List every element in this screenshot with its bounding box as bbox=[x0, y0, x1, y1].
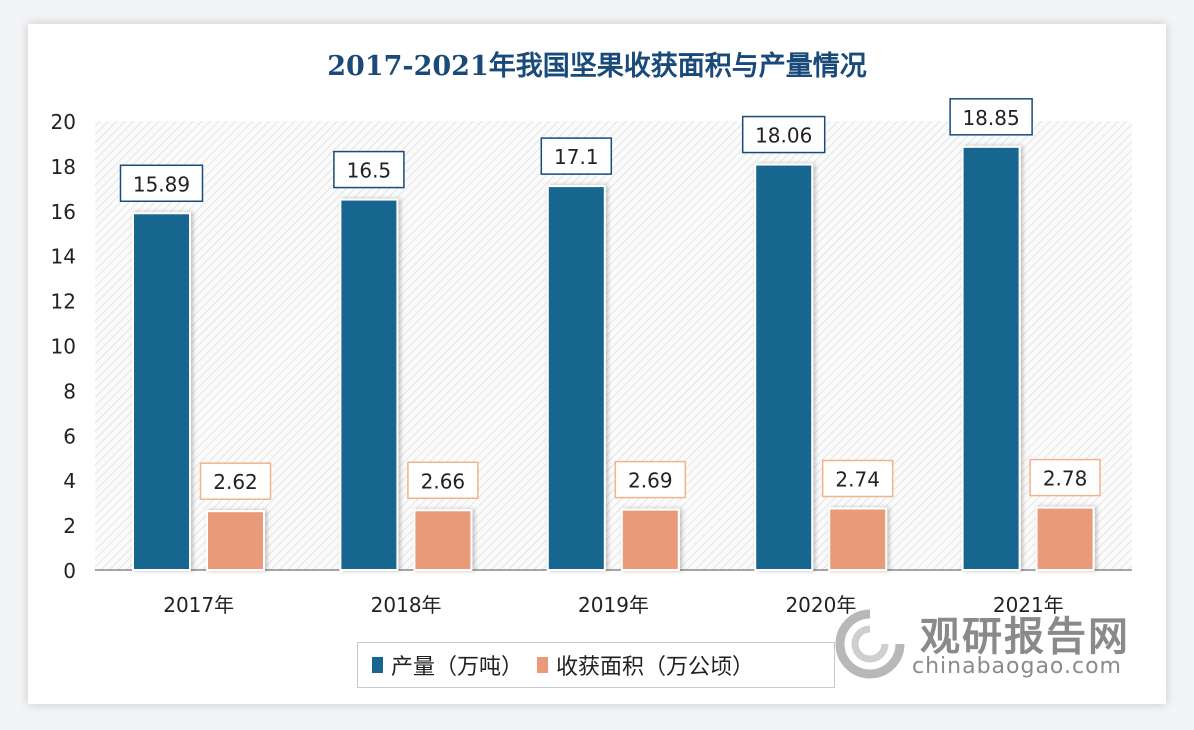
data-label-box bbox=[741, 115, 826, 154]
bar bbox=[206, 510, 265, 571]
legend: 产量（万吨） 收获面积（万公顷） bbox=[357, 642, 835, 688]
bar bbox=[1035, 506, 1095, 571]
y-tick-label: 8 bbox=[63, 379, 76, 403]
data-label-box bbox=[333, 150, 405, 189]
x-tick-label: 2019年 bbox=[578, 593, 649, 617]
bar bbox=[132, 212, 191, 571]
data-label: 2.66 bbox=[421, 469, 466, 493]
y-tick-label: 16 bbox=[51, 200, 76, 224]
data-label-box bbox=[1029, 458, 1101, 497]
data-label-box bbox=[821, 459, 894, 498]
bar bbox=[961, 145, 1021, 571]
y-tick-label: 14 bbox=[51, 245, 76, 269]
chart-title: 2017-2021年我国坚果收获面积与产量情况 bbox=[327, 51, 867, 82]
data-label-box bbox=[199, 462, 272, 500]
data-label: 18.06 bbox=[755, 124, 812, 148]
data-label: 16.5 bbox=[347, 159, 392, 183]
legend-label: 收获面积（万公顷） bbox=[556, 655, 755, 680]
legend-item-area: 收获面积（万公顷） bbox=[537, 649, 754, 681]
x-tick-label: 2018年 bbox=[371, 593, 442, 617]
data-label: 18.85 bbox=[962, 106, 1019, 130]
data-label: 2.74 bbox=[835, 467, 880, 491]
data-label: 2.62 bbox=[213, 470, 258, 494]
y-tick-label: 12 bbox=[51, 290, 76, 314]
y-tick-label: 4 bbox=[63, 469, 76, 493]
legend-swatch bbox=[537, 657, 549, 673]
bar bbox=[413, 509, 473, 571]
bar bbox=[546, 185, 606, 571]
y-tick-label: 2 bbox=[63, 514, 76, 538]
y-tick-label: 10 bbox=[51, 335, 76, 359]
data-label: 15.89 bbox=[133, 172, 190, 196]
watermark-logo-icon bbox=[835, 609, 905, 679]
data-label: 17.1 bbox=[554, 145, 599, 169]
x-tick-label: 2021年 bbox=[993, 593, 1064, 617]
data-label-box bbox=[540, 137, 613, 175]
bar bbox=[620, 508, 680, 571]
legend-swatch bbox=[372, 657, 383, 673]
bar bbox=[828, 507, 888, 571]
data-label-box bbox=[119, 164, 204, 203]
x-tick-label: 2020年 bbox=[785, 593, 856, 617]
legend-label: 产量（万吨） bbox=[391, 655, 524, 680]
y-tick-label: 18 bbox=[51, 155, 76, 179]
bar bbox=[339, 198, 399, 571]
x-tick-label: 2017年 bbox=[163, 593, 234, 617]
data-label-box bbox=[614, 460, 687, 499]
y-tick-label: 0 bbox=[63, 559, 76, 583]
legend-item-output: 产量（万吨） bbox=[372, 649, 523, 681]
data-label: 2.78 bbox=[1043, 467, 1088, 491]
data-label-box bbox=[949, 98, 1033, 136]
data-label: 2.69 bbox=[628, 469, 673, 493]
y-tick-label: 20 bbox=[51, 110, 76, 134]
bar bbox=[754, 163, 814, 571]
data-label-box bbox=[407, 461, 479, 500]
y-tick-label: 6 bbox=[63, 424, 76, 448]
